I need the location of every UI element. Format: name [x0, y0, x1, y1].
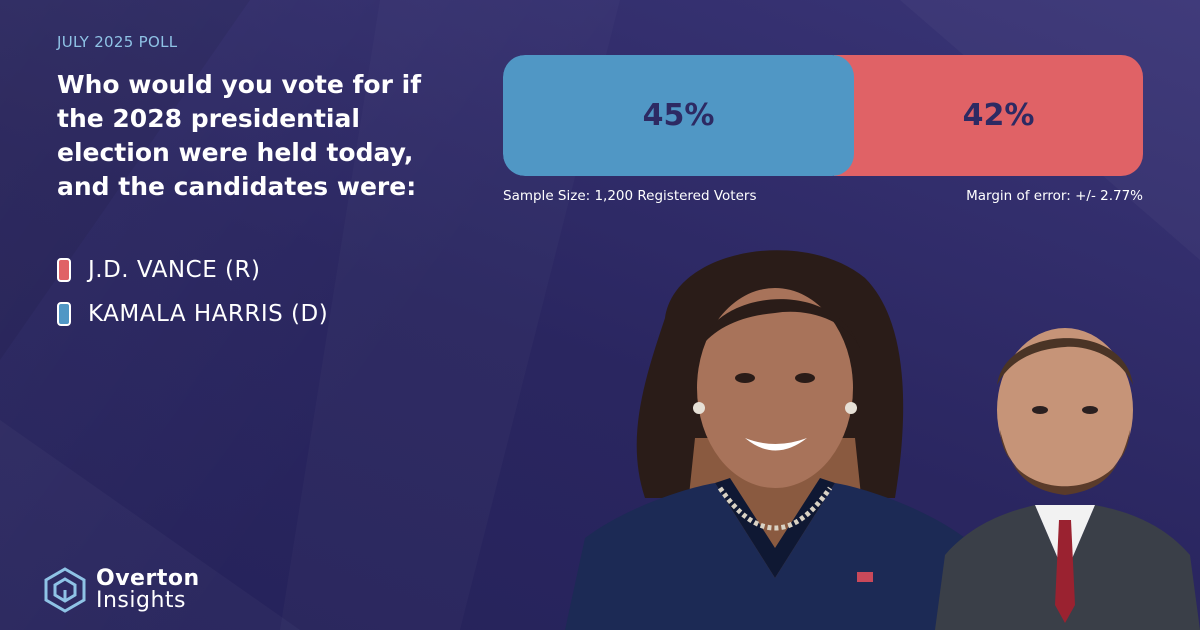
bar-segment-vance: 42%: [834, 55, 1143, 176]
bar-label-harris: 45%: [642, 98, 715, 133]
hexagon-cube-icon: [44, 567, 86, 613]
logo-line-2: Insights: [96, 588, 187, 613]
logo-wordmark: Overton Insights: [96, 568, 200, 612]
logo-line-1: Overton: [96, 566, 200, 591]
legend-item-harris: KAMALA HARRIS (D): [57, 292, 328, 336]
overton-insights-logo: Overton Insights: [42, 567, 200, 613]
kamala-harris-portrait: [565, 250, 985, 630]
legend-swatch-harris: [57, 302, 71, 326]
legend: J.D. VANCE (R) KAMALA HARRIS (D): [57, 248, 328, 336]
bar-segment-harris: 45%: [503, 55, 854, 176]
sample-size-note: Sample Size: 1,200 Registered Voters: [503, 188, 757, 204]
legend-label-vance: J.D. VANCE (R): [88, 257, 261, 283]
legend-item-vance: J.D. VANCE (R): [57, 248, 328, 292]
jd-vance-portrait: [935, 328, 1200, 630]
poll-date-label: JULY 2025 POLL: [57, 33, 178, 51]
bar-label-vance: 42%: [962, 98, 1035, 133]
legend-label-harris: KAMALA HARRIS (D): [88, 301, 329, 327]
stacked-bar-chart: 45% 42%: [503, 55, 1143, 176]
legend-swatch-vance: [57, 258, 71, 282]
margin-of-error-note: Margin of error: +/- 2.77%: [966, 188, 1143, 204]
poll-question: Who would you vote for if the 2028 presi…: [57, 70, 422, 201]
